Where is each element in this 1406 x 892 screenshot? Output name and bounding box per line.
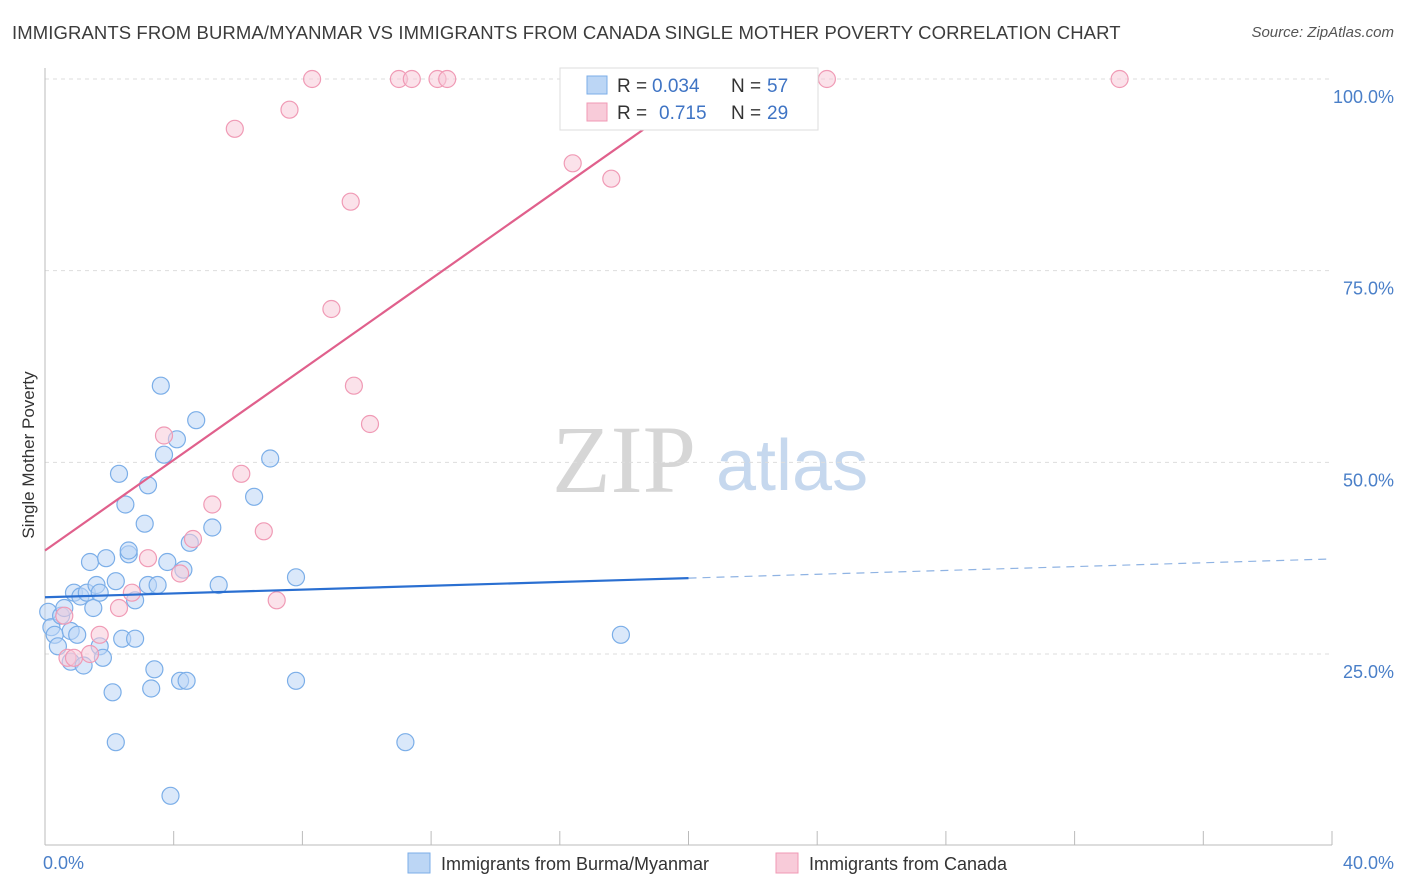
legend-r-label-burma: R = — [617, 76, 647, 97]
point-burma-16 — [90, 583, 109, 602]
point-canada-9 — [171, 564, 190, 583]
watermark-zip: ZIP — [552, 406, 696, 513]
series-legend-label-canada: Immigrants from Canada — [809, 854, 1008, 874]
point-canada-23 — [402, 69, 421, 89]
point-burma-45 — [187, 411, 206, 430]
point-burma-47 — [209, 575, 228, 595]
y-tick-labels: 25.0% 50.0% 75.0% 100.0% — [1333, 87, 1394, 682]
point-canada-11 — [203, 495, 222, 514]
point-burma-21 — [106, 572, 125, 591]
point-burma-19 — [96, 549, 116, 568]
point-burma-43 — [177, 671, 196, 690]
series-legend: Immigrants from Burma/Myanmar Immigrants… — [407, 852, 1008, 874]
point-burma-36 — [151, 376, 170, 395]
point-burma-13 — [80, 552, 100, 572]
point-canada-17 — [303, 69, 322, 89]
point-canada-4 — [90, 625, 109, 644]
grid-lines — [45, 78, 1332, 655]
point-burma-53 — [611, 625, 631, 644]
point-canada-13 — [232, 464, 251, 483]
point-burma-48 — [245, 487, 264, 506]
x-tick-label-min: 0.0% — [43, 853, 84, 873]
point-canada-16 — [280, 100, 299, 119]
point-burma-37 — [154, 445, 174, 464]
point-canada-6 — [122, 583, 141, 602]
trend-line-burma-extension — [688, 558, 1333, 579]
legend-n-value-burma: 57 — [767, 76, 788, 97]
legend-r-label-canada: R = — [617, 103, 647, 124]
x-tick-label-max: 40.0% — [1343, 853, 1394, 873]
point-canada-21 — [360, 414, 380, 434]
point-canada-0 — [55, 606, 74, 625]
y-tick-label-0: 25.0% — [1343, 662, 1394, 682]
point-burma-25 — [116, 495, 135, 514]
point-canada-19 — [341, 192, 360, 211]
point-canada-3 — [80, 644, 100, 664]
point-burma-34 — [145, 660, 164, 679]
point-burma-14 — [84, 598, 103, 618]
point-canada-25 — [438, 69, 457, 89]
point-canada-27 — [602, 169, 621, 188]
series-legend-swatch-burma — [407, 852, 431, 874]
point-canada-29 — [1110, 69, 1129, 89]
point-canada-18 — [322, 299, 341, 319]
legend-swatch-canada — [586, 102, 608, 122]
point-burma-20 — [103, 683, 122, 702]
correlation-legend: R = 0.034 N = 57 R = 0.715 N = 29 — [559, 67, 819, 131]
y-tick-label-1: 50.0% — [1343, 470, 1394, 490]
legend-swatch-burma — [586, 75, 608, 95]
point-burma-51 — [286, 671, 306, 690]
point-canada-8 — [154, 426, 174, 445]
legend-r-value-burma: 0.034 — [652, 76, 700, 97]
point-canada-14 — [254, 522, 273, 541]
point-burma-23 — [109, 464, 129, 483]
point-burma-22 — [106, 733, 125, 752]
point-burma-27 — [119, 541, 138, 560]
point-canada-7 — [138, 549, 158, 568]
point-canada-12 — [225, 119, 244, 138]
point-canada-5 — [109, 598, 129, 618]
watermark: ZIP atlas — [552, 406, 868, 513]
chart-source: Source: ZipAtlas.com — [1251, 24, 1394, 41]
data-points — [39, 69, 1129, 805]
x-ticks — [44, 831, 1333, 845]
trend-line-canada — [44, 74, 722, 552]
legend-n-value-canada: 29 — [767, 103, 788, 124]
trend-lines — [44, 74, 1333, 599]
point-burma-46 — [203, 518, 222, 537]
point-canada-15 — [267, 591, 286, 610]
point-burma-38 — [158, 552, 177, 572]
point-burma-35 — [148, 575, 167, 595]
point-burma-52 — [396, 733, 415, 752]
point-canada-26 — [563, 154, 582, 173]
point-canada-28 — [817, 69, 837, 89]
legend-r-value-canada: 0.715 — [659, 103, 707, 124]
point-burma-30 — [135, 514, 154, 533]
legend-n-label-canada: N = — [731, 103, 761, 124]
point-burma-50 — [286, 568, 306, 587]
series-legend-label-burma: Immigrants from Burma/Myanmar — [441, 854, 709, 874]
series-legend-swatch-canada — [775, 852, 799, 874]
chart-title: IMMIGRANTS FROM BURMA/MYANMAR VS IMMIGRA… — [12, 22, 1121, 43]
point-burma-28 — [126, 629, 145, 648]
point-canada-20 — [344, 376, 363, 395]
trend-line-burma — [44, 577, 689, 599]
y-axis-label: Single Mother Poverty — [19, 371, 38, 539]
point-burma-49 — [261, 449, 280, 468]
y-tick-label-2: 75.0% — [1343, 279, 1394, 299]
watermark-atlas: atlas — [716, 426, 868, 506]
y-tick-label-3: 100.0% — [1333, 87, 1394, 107]
point-burma-39 — [161, 786, 180, 805]
point-burma-33 — [142, 679, 161, 698]
point-canada-2 — [64, 648, 84, 667]
point-canada-10 — [183, 529, 203, 549]
legend-n-label-burma: N = — [731, 76, 761, 97]
point-burma-9 — [68, 625, 87, 644]
